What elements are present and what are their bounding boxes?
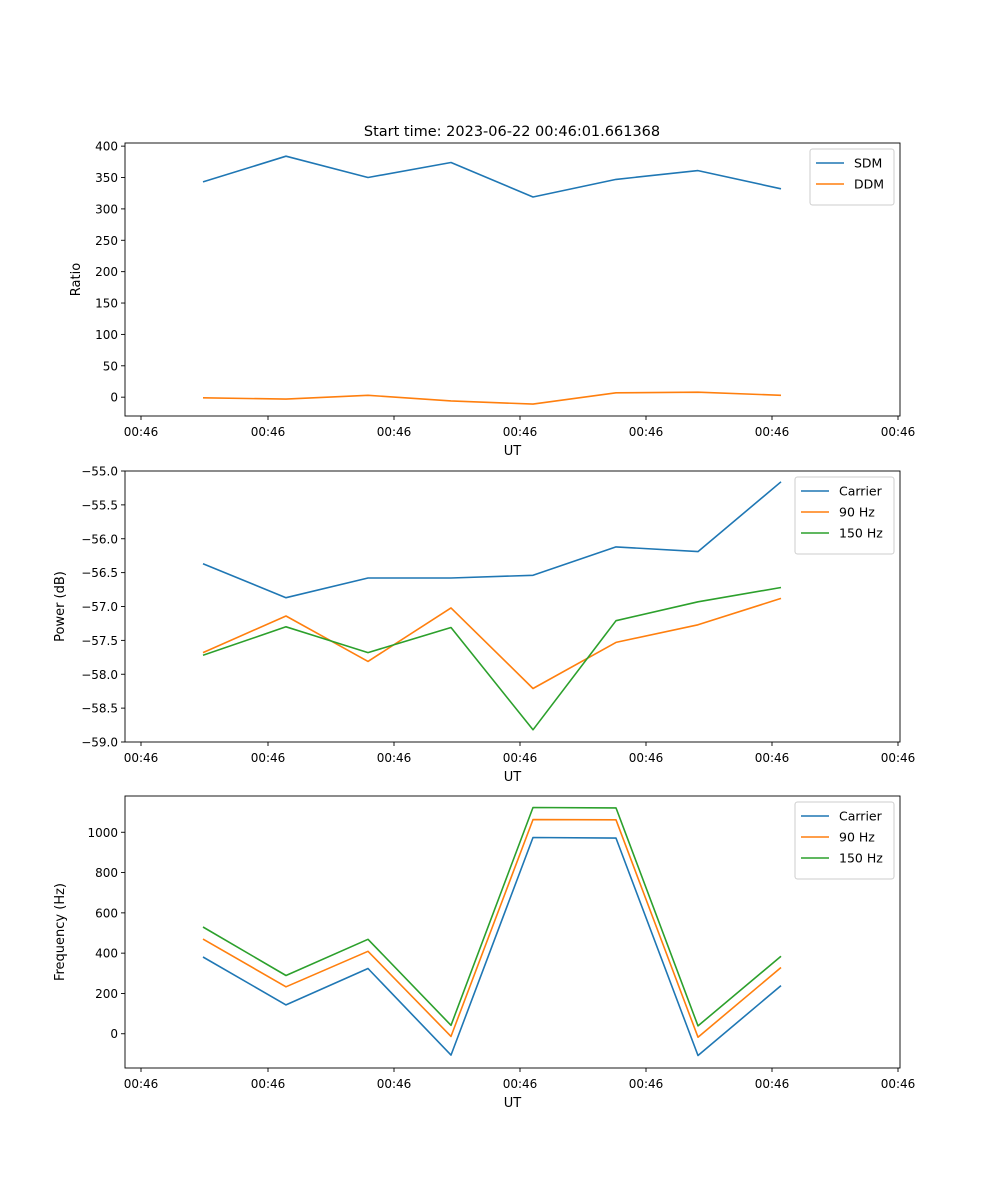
series-line-90-hz bbox=[202, 597, 782, 690]
x-tick-label: 00:46 bbox=[251, 751, 286, 765]
x-tick-label: 00:46 bbox=[629, 1077, 664, 1091]
axes-frame bbox=[124, 142, 901, 417]
y-tick-label: 50 bbox=[103, 359, 118, 373]
y-tick-label: 0 bbox=[110, 391, 118, 405]
y-tick-label: 800 bbox=[95, 866, 118, 880]
y-tick-label: 250 bbox=[95, 234, 118, 248]
subplot-1: 0 50 100 150 200 250 300 350 400 00:46 00:46 00:46 0… bbox=[69, 140, 915, 459]
y-tick-label: 200 bbox=[95, 265, 118, 279]
x-tick-label: 00:46 bbox=[755, 425, 790, 439]
x-tick-label: 00:46 bbox=[755, 1077, 790, 1091]
x-tick-label: 00:46 bbox=[629, 751, 664, 765]
series-line-90-hz bbox=[202, 818, 782, 1038]
legend-label: 150 Hz bbox=[839, 526, 883, 541]
legend-label: 90 Hz bbox=[839, 830, 875, 845]
y-tick-label: 0 bbox=[110, 1027, 118, 1041]
x-tick-label: 00:46 bbox=[377, 751, 412, 765]
y-tick-label: 200 bbox=[95, 987, 118, 1001]
x-tick-label: 00:46 bbox=[124, 425, 159, 439]
legend-label: DDM bbox=[854, 177, 884, 192]
series-line-sdm bbox=[202, 155, 782, 198]
y-tick-label: 1000 bbox=[87, 826, 118, 840]
legend-frame bbox=[794, 476, 895, 555]
x-tick-label: 00:46 bbox=[503, 751, 538, 765]
x-tick-label: 00:46 bbox=[503, 1077, 538, 1091]
x-tick-label: 00:46 bbox=[881, 1077, 916, 1091]
x-tick-label: 00:46 bbox=[377, 425, 412, 439]
x-tick-label: 00:46 bbox=[124, 751, 159, 765]
legend: SDM DDM bbox=[809, 148, 895, 206]
y-tick-label: −59.0 bbox=[81, 736, 118, 750]
y-tick-label: 150 bbox=[95, 297, 118, 311]
axes-frame bbox=[124, 795, 901, 1069]
x-tick-label: 00:46 bbox=[503, 425, 538, 439]
legend-label: Carrier bbox=[839, 809, 883, 824]
legend: Carrier 90 Hz 150 Hz bbox=[794, 801, 895, 880]
legend-label: 150 Hz bbox=[839, 851, 883, 866]
series-line-150-hz bbox=[202, 806, 782, 1027]
x-tick-label: 00:46 bbox=[629, 425, 664, 439]
y-tick-label: −57.0 bbox=[81, 600, 118, 614]
axes-frame bbox=[124, 470, 901, 743]
y-tick-label: −55.5 bbox=[81, 498, 118, 512]
x-tick-label: 00:46 bbox=[755, 751, 790, 765]
y-tick-label: −56.5 bbox=[81, 566, 118, 580]
x-tick-label: 00:46 bbox=[377, 1077, 412, 1091]
x-tick-label: 00:46 bbox=[881, 751, 916, 765]
y-tick-label: 600 bbox=[95, 906, 118, 920]
legend: Carrier 90 Hz 150 Hz bbox=[794, 476, 895, 555]
series-line-carrier bbox=[202, 481, 782, 599]
y-axis-label: Frequency (Hz) bbox=[53, 883, 68, 981]
y-tick-label: 400 bbox=[95, 947, 118, 961]
legend-label: Carrier bbox=[839, 484, 883, 499]
y-tick-label: 400 bbox=[95, 140, 118, 154]
y-tick-label: 300 bbox=[95, 202, 118, 216]
x-tick-label: 00:46 bbox=[881, 425, 916, 439]
y-tick-label: 100 bbox=[95, 328, 118, 342]
x-tick-label: 00:46 bbox=[251, 1077, 286, 1091]
y-axis-label: Ratio bbox=[69, 263, 84, 296]
series-line-carrier bbox=[202, 836, 782, 1057]
y-tick-label: −55.0 bbox=[81, 465, 118, 479]
x-tick-label: 00:46 bbox=[124, 1077, 159, 1091]
y-tick-label: −58.5 bbox=[81, 702, 118, 716]
legend-label: SDM bbox=[854, 156, 882, 171]
subplot-3: 0 200 400 600 800 1000 00:46 00:46 00:46 00:46 00:… bbox=[53, 795, 916, 1111]
x-axis-label: UT bbox=[504, 444, 522, 459]
y-tick-label: −58.0 bbox=[81, 668, 118, 682]
y-tick-label: −56.0 bbox=[81, 532, 118, 546]
x-axis-label: UT bbox=[504, 1096, 522, 1111]
series-line-150-hz bbox=[202, 586, 782, 731]
legend-frame bbox=[794, 801, 895, 880]
series-line-ddm bbox=[202, 391, 782, 405]
subplot-2: −59.0 −58.5 −58.0 −57.5 −57.0 −56.5 −56.0 −55.5… bbox=[53, 465, 915, 786]
y-tick-label: −57.5 bbox=[81, 634, 118, 648]
y-axis-label: Power (dB) bbox=[53, 571, 68, 642]
y-tick-label: 350 bbox=[95, 171, 118, 185]
figure-title: Start time: 2023-06-22 00:46:01.661368 bbox=[364, 124, 660, 140]
legend-label: 90 Hz bbox=[839, 505, 875, 520]
x-axis-label: UT bbox=[504, 770, 522, 785]
x-tick-label: 00:46 bbox=[251, 425, 286, 439]
